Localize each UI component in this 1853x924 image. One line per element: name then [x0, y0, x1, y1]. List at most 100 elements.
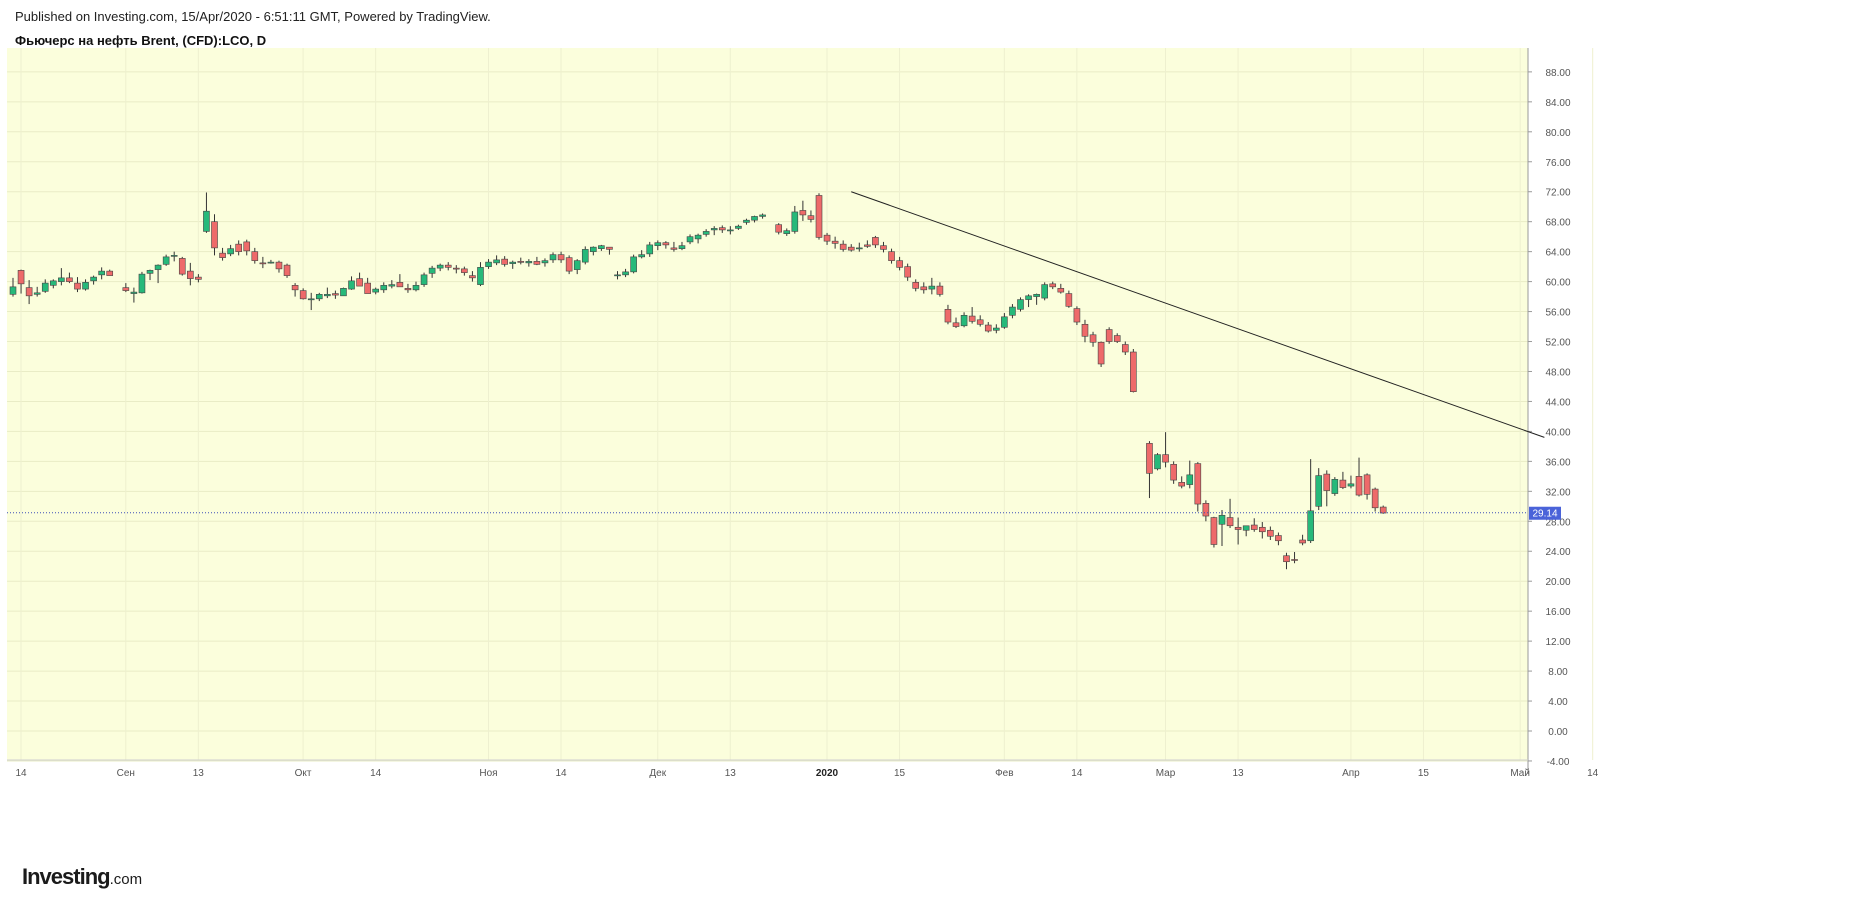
candle[interactable] [307, 292, 315, 311]
candle[interactable] [960, 312, 968, 328]
candle[interactable] [493, 255, 500, 266]
candle[interactable] [1162, 432, 1169, 468]
candle[interactable] [775, 223, 783, 235]
candle[interactable] [654, 240, 662, 251]
candle[interactable] [718, 225, 726, 233]
candle[interactable] [299, 288, 307, 300]
candle[interactable] [888, 248, 895, 264]
candle[interactable] [267, 259, 275, 264]
candle[interactable] [74, 277, 81, 293]
candle[interactable] [1210, 516, 1218, 548]
candle[interactable] [968, 307, 976, 324]
candle[interactable] [1234, 517, 1242, 545]
candle[interactable] [799, 200, 807, 221]
candle[interactable] [807, 210, 815, 223]
candle[interactable] [340, 287, 347, 297]
candle[interactable] [614, 271, 621, 280]
candle[interactable] [1331, 477, 1339, 496]
candle[interactable] [170, 251, 178, 262]
candle[interactable] [1009, 304, 1016, 319]
candle[interactable] [259, 256, 267, 269]
plot-area[interactable] [7, 48, 1528, 760]
candle[interactable] [904, 263, 911, 281]
candle[interactable] [1105, 327, 1113, 344]
candle[interactable] [1081, 319, 1089, 343]
candle[interactable] [1307, 459, 1314, 544]
candle[interactable] [138, 271, 146, 294]
candle[interactable] [1315, 468, 1323, 511]
candle[interactable] [1121, 341, 1129, 356]
candle[interactable] [565, 255, 573, 275]
candle[interactable] [243, 239, 251, 256]
candle[interactable] [1097, 341, 1105, 367]
candle[interactable] [364, 277, 371, 294]
candle[interactable] [1049, 281, 1057, 290]
candle[interactable] [678, 241, 686, 251]
candle[interactable] [1202, 500, 1210, 522]
candle[interactable] [912, 279, 920, 292]
candle[interactable] [1323, 470, 1331, 507]
candle[interactable] [380, 282, 388, 293]
candle[interactable] [98, 267, 105, 280]
candle[interactable] [1065, 290, 1073, 308]
candle[interactable] [694, 233, 702, 244]
candle[interactable] [332, 290, 339, 299]
candle[interactable] [936, 282, 944, 297]
candle[interactable] [670, 241, 678, 252]
candle[interactable] [509, 260, 517, 269]
candle[interactable] [1275, 532, 1282, 546]
candle[interactable] [1017, 297, 1024, 312]
candle[interactable] [388, 280, 396, 289]
candle[interactable] [976, 315, 984, 327]
candle[interactable] [1170, 461, 1177, 484]
candle[interactable] [533, 256, 541, 266]
candle[interactable] [815, 193, 823, 240]
candle[interactable] [1379, 505, 1387, 514]
candle[interactable] [420, 272, 428, 287]
candle[interactable] [412, 281, 420, 292]
candle[interactable] [33, 286, 41, 297]
candle[interactable] [590, 246, 597, 256]
candle[interactable] [1267, 526, 1274, 541]
candle[interactable] [195, 274, 202, 283]
candle[interactable] [525, 259, 533, 267]
trendline[interactable] [851, 191, 1545, 438]
candle[interactable] [146, 269, 154, 281]
candle[interactable] [251, 247, 259, 264]
candle[interactable] [1355, 457, 1363, 497]
candle[interactable] [324, 287, 331, 299]
candle[interactable] [106, 269, 114, 276]
candle[interactable] [759, 213, 766, 219]
candle[interactable] [751, 215, 758, 223]
candle[interactable] [1178, 476, 1185, 489]
candle[interactable] [1299, 534, 1306, 546]
candle[interactable] [791, 205, 799, 234]
candle[interactable] [404, 283, 412, 293]
candle[interactable] [944, 304, 952, 325]
candle[interactable] [598, 244, 605, 251]
candle[interactable] [1242, 525, 1250, 537]
candle[interactable] [743, 218, 750, 225]
candle[interactable] [452, 265, 460, 274]
candle[interactable] [1347, 475, 1355, 489]
candle[interactable] [235, 240, 242, 256]
candle[interactable] [984, 322, 992, 333]
candle[interactable] [686, 234, 694, 245]
candle[interactable] [436, 263, 444, 272]
candle[interactable] [348, 276, 355, 290]
candle[interactable] [1186, 460, 1194, 489]
candle[interactable] [928, 277, 936, 295]
candle[interactable] [501, 256, 508, 267]
candle[interactable] [275, 260, 283, 273]
candle[interactable] [847, 244, 855, 252]
candle[interactable] [477, 262, 484, 287]
candle[interactable] [823, 232, 831, 245]
candle[interactable] [178, 256, 186, 276]
candle[interactable] [557, 251, 565, 263]
candle[interactable] [581, 246, 589, 265]
candle[interactable] [920, 282, 928, 294]
candle[interactable] [49, 279, 57, 289]
candle[interactable] [283, 263, 291, 278]
candle[interactable] [1025, 294, 1032, 308]
